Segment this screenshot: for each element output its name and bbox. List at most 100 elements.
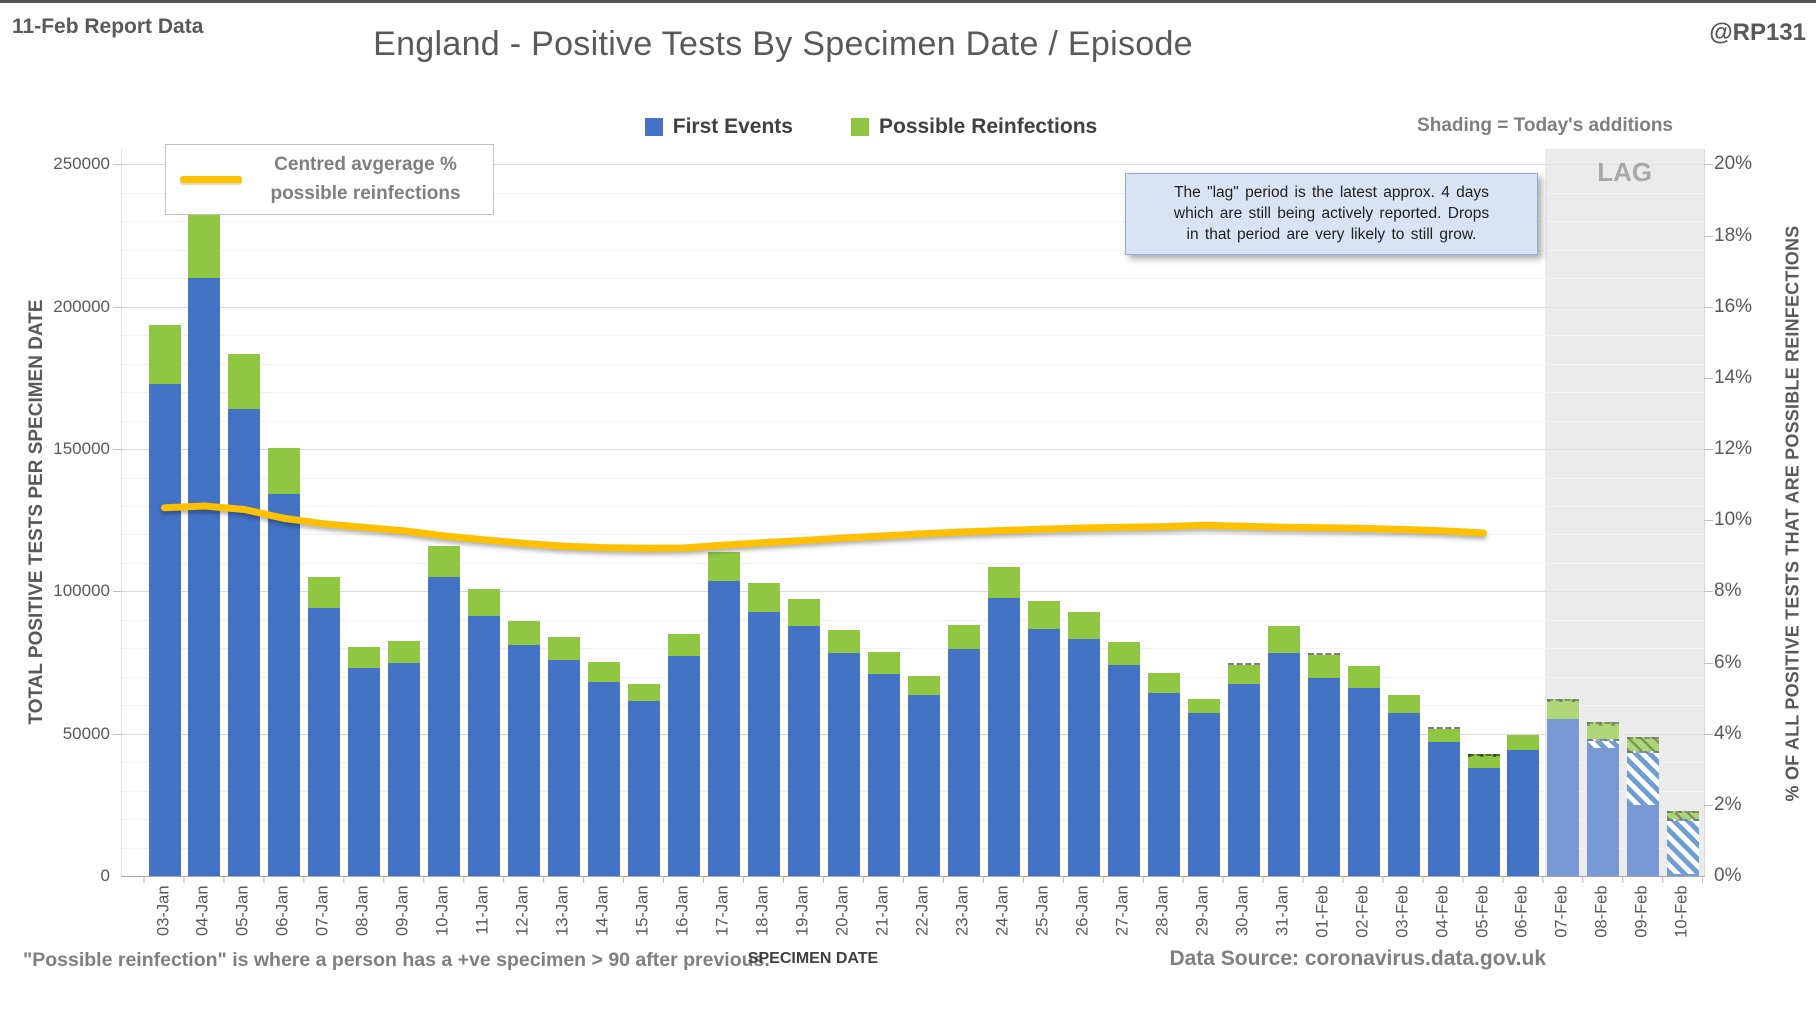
seg-first [907,695,940,876]
seg-first [668,655,701,876]
gridline [122,221,1704,223]
y2-axis-tick-label: 0% [1714,865,1742,886]
bar-13-Jan [548,637,581,876]
seg-reinf [1387,695,1420,714]
bar-02-Feb [1347,665,1380,876]
y2-axis-tick [1704,662,1713,664]
x-axis-tick-label: 21-Jan [873,885,892,936]
seg-reinf [428,546,461,578]
y2-axis-tick [1704,306,1713,308]
shading-note: Shading = Today's additions [1417,115,1673,136]
x-axis-tick-label: 24-Jan [993,885,1012,936]
x-axis-tick-label: 17-Jan [713,885,732,936]
bar-25-Jan [1027,600,1060,876]
y2-axis-tick [1704,164,1713,166]
line-legend-box: Centred avgerage % possible reinfections [165,144,494,215]
bar-10-Jan [428,546,461,876]
x-axis-tick-label: 25-Jan [1033,885,1052,936]
legend-label-possible-reinfections: Possible Reinfections [878,115,1098,138]
seg-first [1147,693,1180,876]
x-axis-tick-marks [121,877,1703,883]
x-axis-tick-label: 20-Jan [833,885,852,936]
bar-23-Jan [947,625,980,876]
data-source: Data Source: coronavirus.data.gov.uk [1169,947,1546,970]
bar-19-Jan [788,599,821,876]
lag-label: LAG [1597,157,1653,187]
bar-24-Jan [987,566,1020,876]
legend-item-possible-reinfections: Possible Reinfections [850,115,1098,139]
y-axis-tick [113,733,122,735]
seg-first [748,611,781,876]
x-axis-tick-label: 30-Jan [1233,885,1252,936]
lag-overlay [1545,149,1704,876]
bar-16-Jan [668,634,701,876]
bar-08-Jan [348,646,381,876]
annotation-box: The "lag" period is the latest approx. 4… [1125,173,1538,255]
x-axis-tick-label: 02-Feb [1353,885,1372,938]
gridline [122,306,1704,308]
seg-first [228,409,261,876]
seg-first [1587,748,1620,876]
seg-reinf [588,661,621,683]
legend-label-first-events: First Events [672,115,793,138]
seg-reinf [827,629,860,654]
x-axis-tick-label: 19-Jan [793,885,812,936]
seg-reinf [1547,702,1580,720]
y2-axis-tick-label: 4% [1714,722,1742,744]
seg-reinf [1467,756,1500,768]
seg-first [1267,652,1300,876]
x-axis-tick-label: 23-Jan [953,885,972,936]
y2-axis-tick-label: 8% [1714,580,1742,602]
seg-reinf [308,577,341,609]
seg-first [1427,741,1460,876]
seg-reinf [1027,600,1060,630]
gridline [122,420,1704,422]
gridline [122,392,1704,394]
seg-first [1307,677,1340,876]
gridline [122,591,1704,593]
bar-06-Feb [1507,735,1540,876]
bar-07-Feb [1547,698,1580,876]
possible-reinfections-swatch-icon [850,118,869,136]
gridline [122,278,1704,280]
y2-axis-tick [1704,377,1713,379]
seg-reinf [148,325,181,384]
seg-first [1467,767,1500,876]
annotation-line1: The "lag" period is the latest approx. 4… [1174,184,1489,201]
reinfection-average-line-layer [161,502,1487,552]
y-axis-tick-label: 100000 [53,581,110,601]
bar-10-Feb [1667,810,1700,876]
reinfection-average-line [161,502,1487,552]
x-axis-tick-label: 01-Feb [1313,885,1332,938]
seg-reinf [268,447,301,495]
seg-reinf-new [1227,662,1260,665]
legend-item-first-events: First Events [644,115,793,139]
seg-reinf [748,583,781,612]
plot-area: LAG [113,149,1713,877]
seg-first [388,662,421,876]
bar-26-Jan [1067,611,1100,876]
x-axis-tick-label: 05-Feb [1473,885,1491,938]
y2-axis-tick-label: 10% [1714,509,1753,531]
seg-reinf [468,589,501,616]
x-axis-tick-label: 08-Jan [353,885,372,936]
seg-first [1507,749,1540,876]
y2-axis-tick-label: 20% [1714,153,1753,175]
seg-first [1027,629,1060,876]
x-axis-tick-label: 13-Jan [553,885,572,936]
gridline [122,449,1704,451]
seg-first [1547,719,1580,876]
seg-first [468,615,501,876]
seg-reinf [907,676,940,696]
seg-reinf [947,625,980,650]
x-axis-tick-label: 05-Jan [233,885,252,936]
first-events-swatch-icon [644,118,663,136]
twitter-handle: @RP131 [1709,19,1806,46]
y-axis-tick-label: 200000 [53,296,110,316]
gridline [122,477,1704,479]
y2-axis-tick-label: 2% [1714,793,1742,815]
gridline [122,363,1704,365]
bar-22-Jan [907,676,940,876]
seg-first [1187,713,1220,876]
y-axis-tick-label: 50000 [62,723,110,743]
